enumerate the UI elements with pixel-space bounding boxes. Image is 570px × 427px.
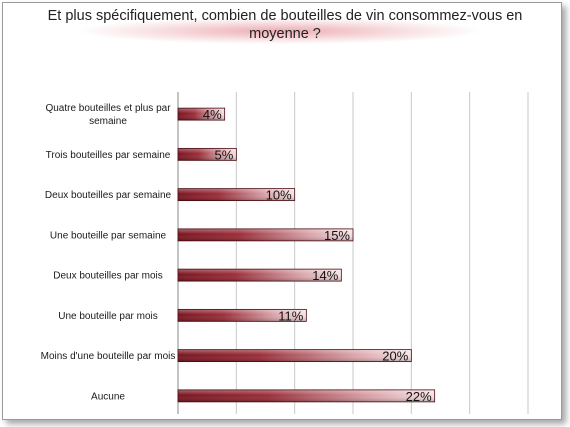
category-labels: 4% Quatre bouteilles et plus par semaine 5%… <box>41 103 432 404</box>
data-label: 20% <box>382 349 408 364</box>
bar-outline <box>177 349 412 363</box>
category-label: Moins d'une bouteille par mois <box>41 351 176 362</box>
chart-title: Et plus spécifiquement, combien de boute… <box>47 8 523 42</box>
category-label: Quatre bouteilles et plus par semaine <box>45 103 171 127</box>
data-label: 10% <box>266 188 292 203</box>
data-label: 5% <box>215 147 234 162</box>
bar-outline <box>177 188 296 202</box>
bar-outline <box>177 268 342 282</box>
category-label: Deux bouteilles par mois <box>53 271 163 282</box>
bar-outline <box>177 147 237 161</box>
data-label: 22% <box>406 389 432 404</box>
title-highlight <box>80 18 480 44</box>
bar-outline <box>177 308 307 322</box>
bar-outline <box>177 228 354 242</box>
gridlines <box>177 92 529 414</box>
category-label: Une bouteille par mois <box>58 311 158 322</box>
data-label: 14% <box>312 268 338 283</box>
category-label: Trois bouteilles par semaine <box>46 150 171 161</box>
bars <box>177 107 436 403</box>
category-label: Deux bouteilles par semaine <box>45 190 172 201</box>
data-label: 4% <box>203 107 222 122</box>
data-label: 15% <box>324 228 350 243</box>
bar-outline <box>177 107 226 121</box>
category-label: Une bouteille par semaine <box>50 230 167 241</box>
data-label: 11% <box>278 308 303 323</box>
bar-outline <box>177 389 436 403</box>
category-label: Aucune <box>91 391 125 402</box>
